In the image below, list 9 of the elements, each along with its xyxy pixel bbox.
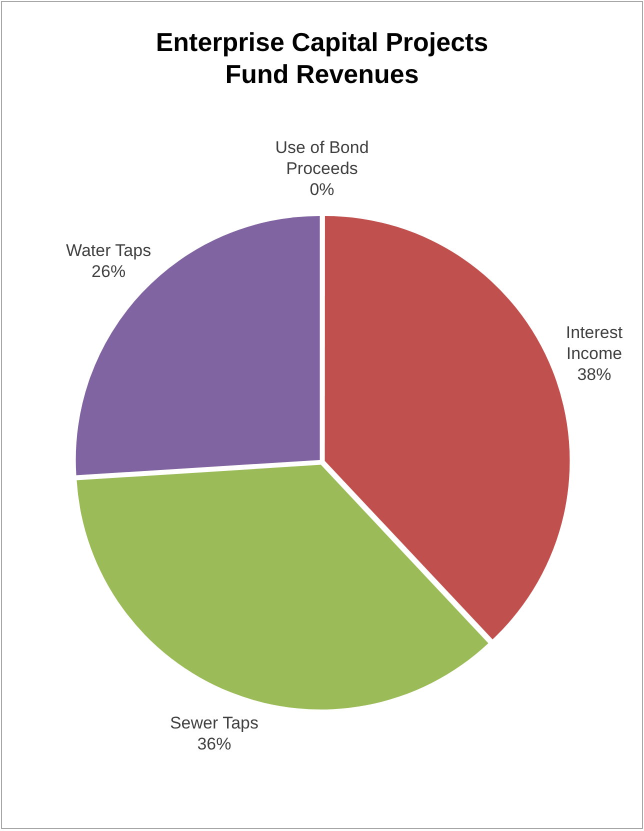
data-label: 26% — [92, 262, 126, 281]
chart-title: Enterprise Capital Projects Fund Revenues — [154, 26, 490, 90]
text: 0% — [310, 180, 334, 199]
slice-label: Interest Income — [566, 322, 623, 363]
data-label: 38% — [577, 364, 612, 384]
slice-label: Water Taps — [66, 240, 152, 260]
category-label: Use of Bond Proceeds — [275, 138, 369, 178]
data-label: 36% — [197, 734, 232, 754]
slice-label: Sewer Taps — [170, 713, 258, 732]
